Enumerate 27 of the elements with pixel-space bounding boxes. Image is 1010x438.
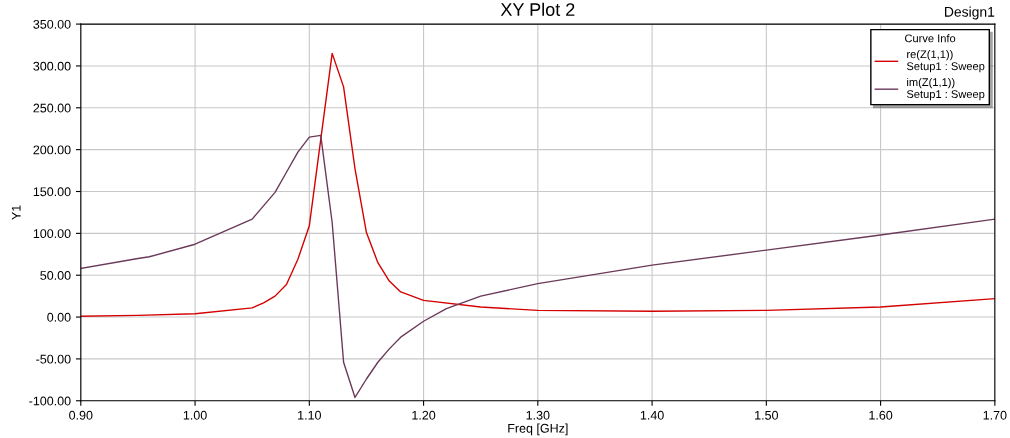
y-tick-label: 100.00 [33, 229, 71, 239]
x-tick-label: 1.30 [526, 410, 550, 420]
x-tick-label: 1.20 [412, 410, 436, 420]
legend-label: im(Z(1,1)) Setup1 : Sweep [906, 77, 985, 101]
y-axis-title: Y1 [11, 205, 21, 220]
y-tick-label: 150.00 [33, 187, 71, 197]
x-tick-label: 1.70 [983, 410, 1007, 420]
legend-label: re(Z(1,1)) Setup1 : Sweep [906, 50, 985, 73]
chart-title: XY Plot 2 [500, 2, 575, 16]
y-tick-label: 350.00 [33, 19, 71, 29]
x-tick-label: 1.10 [298, 410, 321, 420]
x-tick-label: 1.60 [869, 410, 893, 420]
x-axis-title: Freq [GHz] [508, 423, 568, 436]
y-tick-label: -100.00 [29, 396, 71, 406]
y-tick-label: 0.00 [47, 312, 71, 322]
y-tick-label: -50.00 [36, 354, 71, 364]
x-tick-label: 1.40 [640, 410, 664, 420]
x-tick-label: 0.90 [69, 410, 93, 420]
text: Design1 [945, 6, 995, 20]
x-tick-label: 1.00 [183, 410, 207, 420]
y-tick-label: 300.00 [33, 61, 71, 71]
y-tick-label: 200.00 [33, 145, 71, 155]
x-tick-label: 1.50 [755, 410, 779, 420]
y-tick-label: 50.00 [40, 271, 71, 280]
legend-title: Curve Info [905, 34, 956, 43]
y-tick-label: 250.00 [33, 103, 71, 113]
line-series [80, 52, 995, 317]
